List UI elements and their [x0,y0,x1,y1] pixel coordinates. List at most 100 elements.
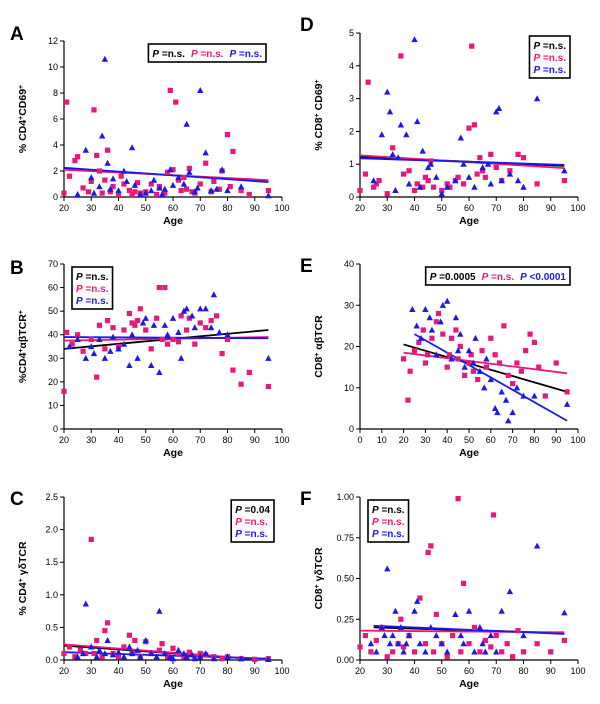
point-pink [564,389,570,395]
point-blue [495,105,503,112]
x-axis-title-e: Age [459,447,479,459]
point-blue [237,183,245,190]
x-tick-label: 40 [113,203,123,213]
point-blue [210,291,218,298]
x-tick-label: 50 [141,666,151,676]
y-tick-label: 10 [344,383,354,393]
point-pink [390,649,396,655]
point-pink [265,187,271,194]
x-tick-label: 100 [570,203,585,213]
legend-value: =n.s. [540,53,566,64]
y-axis-title-part: α [313,343,325,353]
point-pink [480,168,486,174]
point-blue [419,147,426,154]
point-pink [499,649,505,655]
legend-p: P [235,517,242,528]
legend-item: P =n.s. [372,517,405,528]
point-blue [150,321,158,328]
point-pink [91,107,97,113]
point-blue [104,637,111,644]
point-blue [460,160,467,167]
legend-p: P [76,296,83,307]
point-blue [88,343,95,350]
point-blue [161,650,169,657]
point-pink [492,352,498,358]
legend-value: =n.s. [379,517,405,528]
point-pink [373,637,379,644]
point-pink [505,372,511,378]
point-pink [435,310,442,317]
legend-p: P [533,53,540,64]
point-blue [433,351,440,358]
x-tick-label: 60 [464,666,474,676]
point-blue [109,651,117,658]
point-blue [197,653,204,660]
point-pink [429,335,435,341]
point-blue [481,384,488,391]
point-pink [94,374,100,380]
panel-label-a: A [10,24,24,45]
x-axis-title-c: Age [163,678,183,690]
point-pink [61,190,67,196]
point-blue [498,388,505,395]
point-pink [466,641,472,647]
point-pink [85,189,92,195]
point-blue [88,174,95,181]
point-pink [490,512,497,518]
point-blue [188,651,196,658]
x-tick-label: 80 [222,203,232,213]
point-pink [252,656,258,662]
point-blue [513,384,521,391]
point-pink [414,181,420,187]
point-pink [428,543,434,549]
y-axis-title-part: %CD4 [17,353,29,384]
x-tick-label: 20 [355,666,365,676]
y-axis-title-b: %CD4+αβTCR+ [17,310,29,383]
point-blue [202,305,209,312]
x-tick-label: 20 [355,203,365,213]
point-blue [183,120,190,127]
legend-value: =n.s. [236,49,262,60]
point-blue [224,187,231,194]
point-pink [238,381,244,387]
y-tick-label: 0.25 [336,614,354,624]
legend-p: P [372,505,379,516]
legend-item: P =n.s. [76,284,109,295]
point-blue [142,637,149,644]
point-pink [110,184,116,190]
point-blue [161,321,169,328]
point-pink [420,327,426,333]
point-pink [460,580,467,586]
point-blue [416,640,424,647]
point-pink [488,151,494,157]
point-pink [167,87,173,93]
point-blue [126,643,133,650]
point-pink [170,645,176,651]
point-blue [520,632,527,639]
point-pink [186,165,192,171]
y-tick-label: 0.00 [336,655,354,665]
point-blue [74,191,81,197]
x-tick-label: 30 [382,203,392,213]
x-tick-label: 50 [141,435,151,445]
x-tick-label: 60 [168,203,178,213]
point-pink [211,178,217,184]
point-pink [192,341,198,347]
legend-box [367,499,410,543]
point-blue [90,350,98,357]
legend-p: P [229,49,236,60]
point-blue [169,314,177,321]
point-pink [126,632,132,638]
point-pink [477,155,483,161]
point-blue [386,108,394,115]
point-pink [416,339,422,345]
legend-value: =n.s. [83,296,109,307]
point-pink [422,174,428,180]
point-pink [170,167,176,173]
point-pink [94,152,100,158]
point-pink [159,336,165,343]
point-pink [203,325,209,331]
point-blue [101,650,109,657]
point-pink [246,369,252,376]
